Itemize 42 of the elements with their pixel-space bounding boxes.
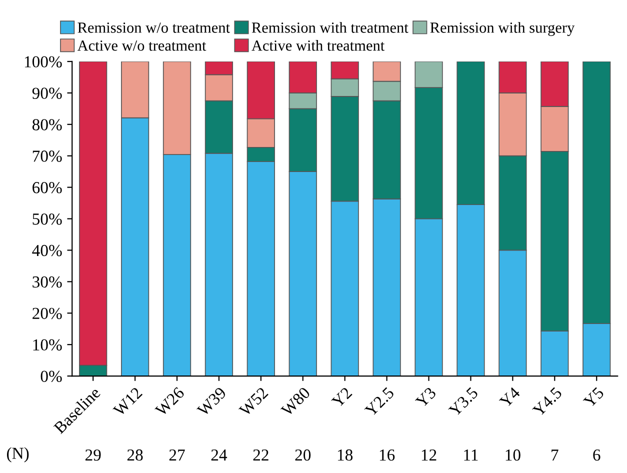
x-tick-label: W12: [112, 386, 143, 418]
text: 22: [253, 449, 268, 460]
legend-label: Remission w/o treatment: [78, 22, 230, 33]
y-tick-label: 50%: [32, 213, 62, 225]
x-tick-label: W52: [238, 386, 269, 418]
text: 18: [338, 449, 353, 461]
y-tick-label: 70%: [32, 150, 62, 162]
text: 29: [85, 449, 101, 461]
text: (N): [7, 447, 29, 462]
x-tick-label: Y4.5: [532, 386, 563, 418]
legend-label: Active with treatment: [252, 40, 385, 51]
text: 16: [380, 449, 395, 461]
y-tick-label: 30%: [32, 276, 62, 288]
text: 7: [552, 450, 558, 460]
x-tick-label: W80: [280, 386, 311, 418]
text: 27: [169, 449, 185, 460]
y-tick-label: 0%: [40, 370, 62, 382]
x-tick-label: Y3.5: [448, 386, 479, 418]
text: 20: [295, 449, 311, 461]
text: 11: [464, 449, 478, 460]
y-tick-label: 90%: [32, 88, 62, 99]
x-tick-label: Y5: [582, 386, 604, 408]
x-tick-label: W26: [154, 386, 186, 418]
text: 10: [506, 449, 520, 461]
x-tick-label: W39: [196, 386, 227, 418]
x-tick-label: Y2: [330, 386, 352, 408]
text: 12: [422, 449, 436, 460]
x-tick-label: Y4: [498, 386, 521, 408]
x-tick-label: Y2.5: [364, 386, 395, 418]
text: 24: [211, 449, 228, 460]
legend-label: Active w/o treatment: [77, 40, 206, 51]
y-tick-label: 40%: [32, 244, 62, 256]
y-tick-label: 80%: [32, 119, 62, 130]
legend-label: Remission with treatment: [252, 22, 408, 33]
y-tick-label: 20%: [32, 308, 62, 320]
x-tick-label: Y3: [414, 386, 437, 408]
text: 6: [593, 449, 600, 461]
text: 28: [127, 449, 143, 461]
y-tick-label: 10%: [33, 339, 62, 351]
y-tick-label: 60%: [32, 182, 62, 194]
legend-label: Remission with surgery: [430, 22, 575, 36]
y-tick-label: 100%: [24, 56, 62, 68]
